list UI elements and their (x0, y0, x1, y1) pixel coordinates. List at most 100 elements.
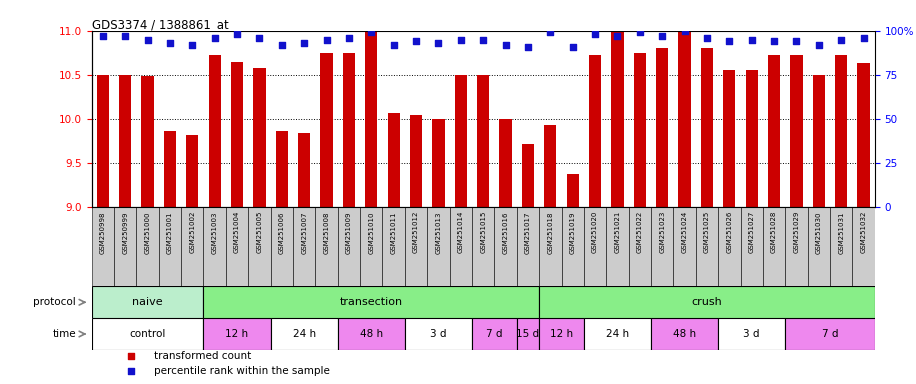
Text: 7 d: 7 d (822, 329, 838, 339)
Bar (387, 113, 400, 207)
Bar (634, 53, 646, 207)
Bar (517, 207, 540, 286)
Text: GSM251022: GSM251022 (637, 211, 643, 253)
Bar (791, 55, 802, 207)
Bar (718, 318, 785, 350)
Bar (454, 75, 467, 207)
Bar (540, 286, 875, 318)
Bar (114, 207, 136, 286)
Bar (830, 207, 853, 286)
Text: GSM251017: GSM251017 (525, 211, 531, 253)
Point (342, 35, 356, 41)
Text: GSM251021: GSM251021 (615, 211, 620, 253)
Bar (276, 131, 288, 207)
Text: GSM251001: GSM251001 (167, 211, 173, 253)
Bar (628, 207, 651, 286)
Point (632, 30, 647, 36)
Text: 24 h: 24 h (605, 329, 629, 339)
Text: GSM251007: GSM251007 (301, 211, 307, 253)
Bar (499, 119, 512, 207)
Text: 12 h: 12 h (550, 329, 573, 339)
Bar (472, 318, 517, 350)
Bar (583, 207, 606, 286)
Bar (315, 207, 338, 286)
Text: GSM251003: GSM251003 (212, 211, 218, 253)
Point (745, 36, 759, 43)
Point (95, 33, 110, 39)
Bar (583, 318, 651, 350)
Text: GSM251023: GSM251023 (660, 211, 665, 253)
Text: 48 h: 48 h (673, 329, 696, 339)
Text: GSM251016: GSM251016 (503, 211, 508, 253)
Point (207, 35, 222, 41)
Bar (92, 207, 114, 286)
Text: GSM251012: GSM251012 (413, 211, 419, 253)
Text: 3 d: 3 d (431, 329, 447, 339)
Bar (231, 61, 244, 207)
Text: transection: transection (340, 297, 403, 307)
Text: 48 h: 48 h (360, 329, 383, 339)
Bar (562, 207, 583, 286)
Point (297, 40, 311, 46)
Bar (338, 318, 405, 350)
Bar (472, 207, 495, 286)
Text: 12 h: 12 h (225, 329, 248, 339)
Bar (383, 207, 405, 286)
Bar (164, 131, 176, 207)
Point (498, 42, 513, 48)
Text: 3 d: 3 d (744, 329, 760, 339)
Point (476, 36, 491, 43)
Text: 24 h: 24 h (292, 329, 316, 339)
Point (767, 38, 781, 45)
Bar (92, 286, 203, 318)
Bar (857, 63, 870, 207)
Text: GSM251010: GSM251010 (368, 211, 375, 253)
Bar (723, 70, 736, 207)
Text: GSM251019: GSM251019 (570, 211, 575, 253)
Bar (651, 207, 673, 286)
Point (118, 33, 133, 39)
Text: GSM251014: GSM251014 (458, 211, 463, 253)
Bar (298, 133, 311, 207)
Bar (718, 207, 740, 286)
Text: transformed count: transformed count (154, 351, 252, 361)
Bar (679, 33, 691, 207)
Bar (158, 207, 181, 286)
Text: percentile rank within the sample: percentile rank within the sample (154, 366, 330, 376)
Text: GSM250999: GSM250999 (122, 211, 128, 253)
Bar (812, 75, 825, 207)
Point (387, 42, 401, 48)
Bar (181, 207, 203, 286)
Bar (186, 135, 199, 207)
Bar (209, 55, 221, 207)
Bar (808, 207, 830, 286)
Bar (409, 115, 422, 207)
Text: GSM251032: GSM251032 (861, 211, 867, 253)
Text: naive: naive (132, 297, 163, 307)
Text: GSM251004: GSM251004 (234, 211, 240, 253)
Bar (768, 55, 780, 207)
Point (364, 30, 378, 36)
Bar (270, 318, 338, 350)
Bar (544, 125, 557, 207)
Text: protocol: protocol (33, 297, 76, 307)
Bar (495, 207, 517, 286)
Point (700, 35, 714, 41)
Point (722, 38, 736, 45)
Bar (611, 33, 624, 207)
Bar (427, 207, 450, 286)
Text: GDS3374 / 1388861_at: GDS3374 / 1388861_at (92, 18, 228, 31)
Bar (477, 75, 489, 207)
Point (610, 33, 625, 39)
Bar (360, 207, 383, 286)
Bar (785, 318, 875, 350)
Bar (701, 48, 714, 207)
Bar (835, 55, 847, 207)
Text: GSM251009: GSM251009 (346, 211, 352, 253)
Text: GSM251011: GSM251011 (391, 211, 397, 253)
Bar (92, 318, 203, 350)
Bar (203, 318, 270, 350)
Bar (343, 53, 355, 207)
Point (520, 43, 535, 50)
Text: 7 d: 7 d (486, 329, 503, 339)
